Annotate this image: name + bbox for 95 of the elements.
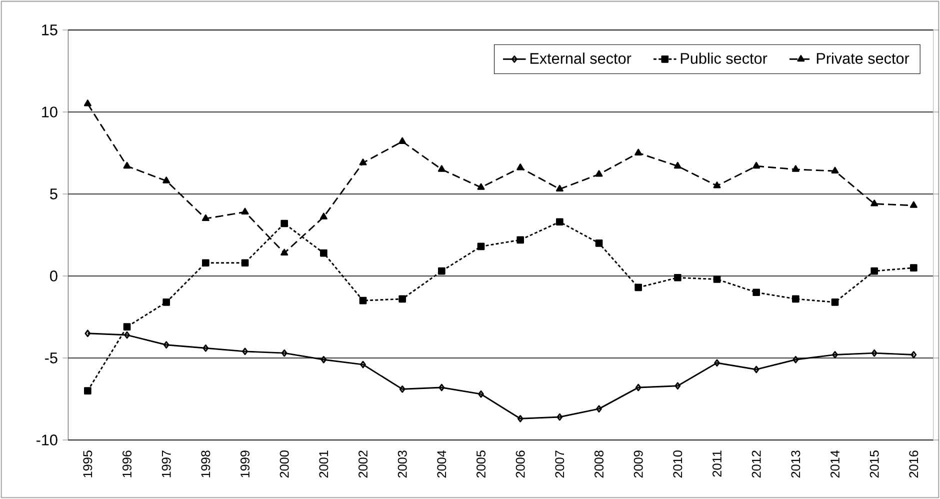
point <box>477 183 485 190</box>
x-tick-label: 2001 <box>319 450 328 478</box>
point <box>320 356 327 364</box>
point <box>516 164 524 170</box>
legend-label: Private sector <box>816 52 910 64</box>
point <box>242 348 248 356</box>
y-tick-label: 10 <box>42 106 58 118</box>
point <box>910 201 918 208</box>
point <box>280 220 288 228</box>
legend-label: Public sector <box>680 52 768 64</box>
point <box>713 276 721 283</box>
point <box>516 236 524 244</box>
point <box>871 349 878 357</box>
point <box>162 176 170 184</box>
point <box>674 274 682 282</box>
point <box>478 390 484 398</box>
x-tick-label: 2012 <box>752 450 761 478</box>
point <box>359 296 367 304</box>
point <box>792 165 800 172</box>
point <box>241 208 249 214</box>
point <box>831 166 839 174</box>
point <box>320 249 328 257</box>
point <box>752 288 760 296</box>
y-tick-label: 0 <box>50 270 58 282</box>
x-tick-label: 2016 <box>909 450 918 478</box>
point <box>635 384 642 392</box>
point <box>202 214 210 222</box>
point <box>320 212 328 220</box>
x-tick-label: 2004 <box>437 450 446 478</box>
point <box>280 248 288 256</box>
x-tick-label: 2010 <box>673 450 682 478</box>
point <box>753 366 760 374</box>
x-tick-label: 2003 <box>398 450 407 478</box>
point <box>202 344 209 352</box>
point <box>359 158 367 166</box>
point <box>596 405 602 412</box>
point <box>792 356 799 364</box>
x-tick-label: 2015 <box>870 450 879 478</box>
x-tick-label: 2005 <box>476 450 486 478</box>
point <box>477 242 485 250</box>
point <box>241 259 249 267</box>
point <box>438 384 445 392</box>
point <box>832 351 838 358</box>
x-tick-label: 1999 <box>240 450 250 478</box>
point <box>399 385 406 393</box>
point <box>398 295 406 303</box>
x-tick-label: 1998 <box>201 450 210 478</box>
x-tick-label: 2011 <box>712 450 722 477</box>
point <box>84 100 92 106</box>
point <box>162 298 170 306</box>
x-tick-label: 1995 <box>83 450 92 478</box>
point <box>124 331 130 339</box>
point <box>556 184 564 192</box>
point <box>438 165 446 172</box>
point <box>831 298 839 306</box>
point <box>163 341 170 349</box>
point <box>517 415 524 422</box>
point <box>870 267 878 275</box>
point <box>752 162 760 169</box>
x-tick-label: 2006 <box>516 450 525 478</box>
x-tick-label: 2009 <box>634 450 643 478</box>
x-tick-label: 1996 <box>122 450 132 478</box>
point <box>556 218 564 226</box>
point <box>84 387 92 394</box>
x-tick-label: 2007 <box>555 450 564 478</box>
y-tick-label: -5 <box>45 352 58 364</box>
point <box>281 349 288 357</box>
point <box>714 359 720 367</box>
y-tick-label: 5 <box>50 188 58 200</box>
legend-label: External sector <box>530 52 632 64</box>
point <box>634 284 642 292</box>
x-tick-label: 2014 <box>830 450 840 478</box>
x-tick-label: 2002 <box>358 450 368 478</box>
x-tick-label: 2013 <box>791 450 800 478</box>
point <box>634 148 642 156</box>
point <box>595 240 603 247</box>
point <box>360 360 366 368</box>
point <box>556 413 563 421</box>
point <box>792 295 800 303</box>
point <box>674 162 682 169</box>
y-tick-label: 15 <box>42 24 58 36</box>
x-tick-label: 2008 <box>594 450 604 478</box>
point <box>910 264 918 272</box>
y-tick-label: -10 <box>36 434 58 446</box>
point <box>123 323 131 330</box>
point <box>674 382 681 390</box>
x-tick-label: 1997 <box>162 450 171 478</box>
point <box>438 267 446 275</box>
point <box>202 259 210 267</box>
point <box>713 182 721 188</box>
point <box>398 137 406 144</box>
point <box>595 170 603 177</box>
point <box>870 200 878 206</box>
point <box>123 162 131 169</box>
x-tick-label: 2000 <box>280 450 289 478</box>
